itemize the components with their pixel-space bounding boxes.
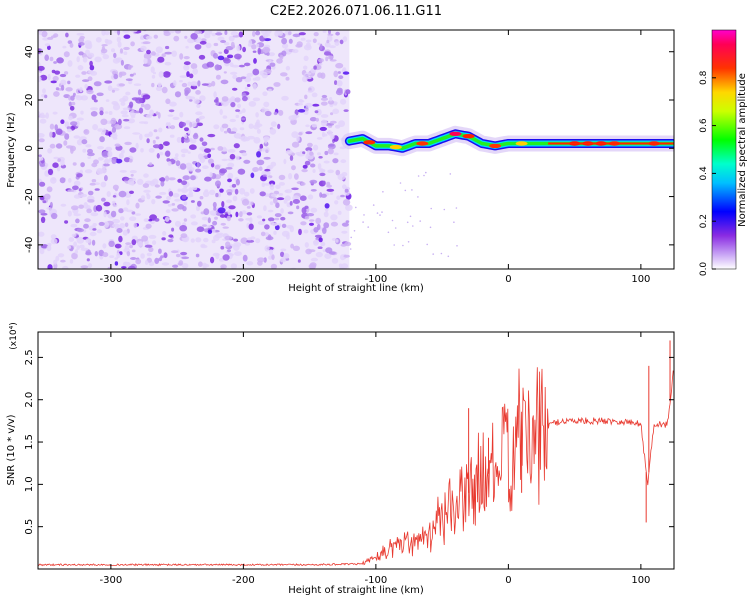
bottom-y-tick-label: 2.0 (24, 392, 35, 408)
snr-series-line (38, 367, 674, 567)
track-peak (489, 143, 502, 149)
top-x-axis-label: Height of straight line (km) (288, 283, 424, 294)
noise-blobs (38, 30, 458, 269)
track-peak (389, 144, 402, 150)
top-x-tick-label: 0 (505, 274, 511, 285)
colorbar-tick-label: 0.6 (699, 118, 709, 133)
snr-plot-area (38, 340, 674, 567)
colorbar-tick-label: 0.8 (699, 70, 709, 85)
top-y-tick-label: -20 (24, 188, 35, 204)
track-peak (363, 140, 376, 145)
top-x-tick-label: 100 (631, 274, 650, 285)
top-x-tick-label: -300 (100, 274, 123, 285)
bottom-x-axis-label: Height of straight line (km) (288, 585, 424, 596)
top-panel-frame (37, 29, 675, 270)
top-x-tick-label: -100 (365, 274, 388, 285)
top-y-tick-label: 20 (24, 94, 35, 107)
colorbar-tick-label: 0.0 (699, 262, 709, 277)
track-peak (462, 134, 475, 139)
bottom-y-axis-label: SNR (10 * v/v) (6, 414, 17, 485)
top-y-tick-label: 0 (24, 145, 35, 151)
bottom-x-tick-label: 100 (631, 575, 650, 586)
top-y-axis-label: Frequency (Hz) (6, 112, 17, 188)
bottom-x-tick-label: -300 (100, 575, 123, 586)
bottom-y-tick-label: 0.5 (24, 519, 35, 535)
top-x-tick-label: -200 (232, 274, 255, 285)
bottom-y-tick-label: 1.5 (24, 434, 35, 450)
bottom-y-multiplier: (x10⁴) (9, 322, 19, 349)
bottom-y-tick-label: 1.0 (24, 476, 35, 492)
bottom-x-tick-label: 0 (505, 575, 511, 586)
colorbar-ticks: 0.0 0.2 0.4 0.6 0.8 (699, 70, 716, 276)
track-peak (449, 131, 462, 136)
figure-title: C2E2.2026.071.06.11.G11 (270, 4, 442, 19)
track-peak (515, 141, 528, 146)
top-y-tick-label: -40 (24, 237, 35, 253)
top-y-tick-label: 40 (24, 45, 35, 58)
bottom-panel-frame (37, 331, 675, 570)
signal-track (341, 125, 674, 157)
heatmap-area (38, 30, 674, 269)
bottom-x-tick-label: -100 (365, 575, 388, 586)
bottom-y-tick-label: 2.5 (24, 349, 35, 365)
bottom-axes: -300 -200 -100 0 100 0.5 1.0 1.5 2.0 2.5 (24, 332, 674, 586)
colorbar-label: Normalized spectral amplitude (737, 73, 748, 227)
colorbar-tick-label: 0.2 (699, 214, 709, 228)
track-peak (416, 141, 429, 146)
bottom-x-tick-label: -200 (232, 575, 255, 586)
colorbar-tick-label: 0.4 (699, 166, 709, 181)
colorbar (711, 29, 737, 270)
